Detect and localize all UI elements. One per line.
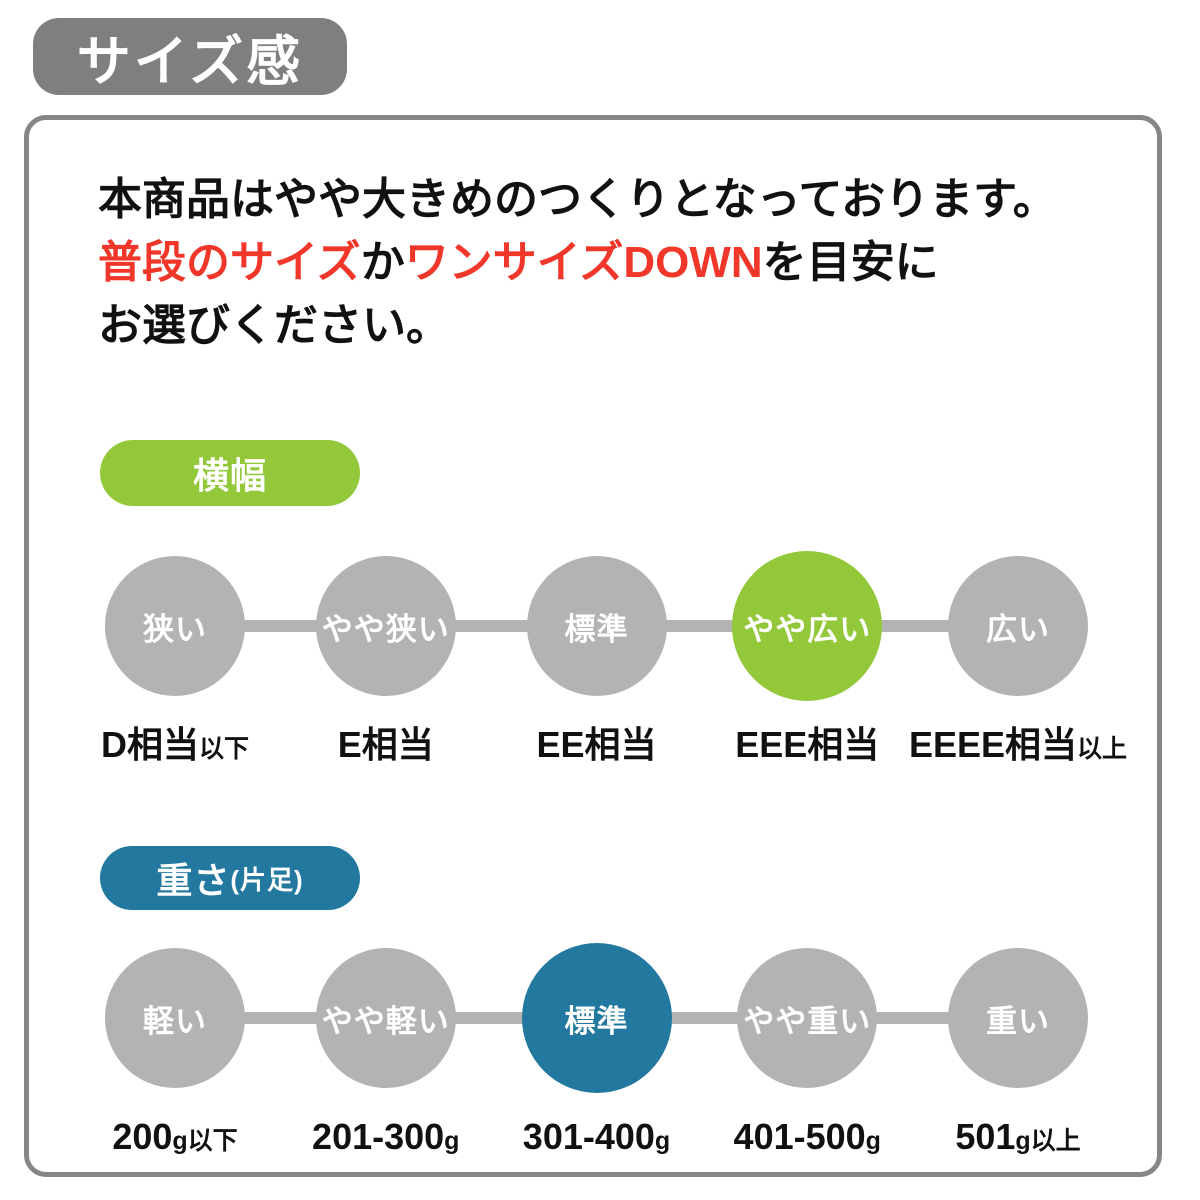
weight-scale-node-slightly-heavy: やや重い 401-500 g [732, 943, 882, 1163]
width-label-standard: EE相当 [536, 723, 656, 767]
description-guide-text: を目安に [762, 238, 939, 287]
width-circle-wide: 広い [948, 556, 1088, 696]
label-main: D相当 [100, 724, 199, 765]
weight-circle-heavy: 重い [948, 948, 1088, 1088]
label-main: EEEE相当 [908, 724, 1078, 765]
label-suffix: 以上 [1077, 735, 1128, 763]
label-main: E相当 [337, 724, 434, 765]
circle-wrap: 標準 [521, 943, 672, 1093]
width-circle-narrow: 狭い [105, 556, 245, 696]
weight-scale-node-light: 軽い 200 g以下 [100, 943, 250, 1163]
label-suffix: g [865, 1127, 881, 1155]
label-main: 501 [955, 1116, 1016, 1157]
width-scale-node-narrow: 狭い D相当 以下 [100, 551, 250, 771]
width-label-wide: EEEE相当 以上 [909, 723, 1127, 771]
label-suffix: g [444, 1127, 460, 1155]
size-guide-description: 本商品はやや大きめのつくりとなっております。 普段のサイズかワンサイズDOWNを… [98, 168, 1057, 357]
circle-wrap: 標準 [526, 551, 667, 701]
width-scale-circles: 狭い D相当 以下 やや狭い E相当 標準 EE相当 やや広い EE [100, 551, 1127, 771]
width-circle-standard: 標準 [526, 556, 667, 696]
size-guide-panel: 本商品はやや大きめのつくりとなっております。 普段のサイズかワンサイズDOWNを… [24, 115, 1162, 1177]
circle-wrap: やや重い [737, 943, 878, 1093]
weight-scale-circles: 軽い 200 g以下 やや軽い 201-300 g 標準 301-400 g やや重い [100, 943, 1093, 1163]
weight-label-heavy: 501 g以上 [955, 1115, 1080, 1163]
description-line-3: お選びください。 [98, 301, 450, 350]
label-main: EE相当 [536, 724, 657, 765]
size-feel-title-badge: サイズ感 [33, 18, 347, 95]
weight-section-badge: 重さ (片足) [100, 846, 360, 910]
description-emphasis-usual-size: 普段のサイズ [98, 238, 361, 287]
label-suffix: g [654, 1127, 671, 1155]
weight-section-badge-label: 重さ [156, 860, 231, 901]
circle-wrap: やや広い [732, 551, 883, 701]
width-scale-node-wide: 広い EEEE相当 以上 [909, 551, 1127, 771]
weight-label-slightly-light: 201-300 g [312, 1115, 459, 1163]
weight-circle-slightly-heavy: やや重い [737, 948, 878, 1088]
weight-label-light: 200 g以下 [112, 1115, 237, 1163]
width-label-slightly-wide: EEE相当 [735, 723, 879, 767]
width-scale-node-standard: 標準 EE相当 [522, 551, 672, 771]
width-scale: 狭い D相当 以下 やや狭い E相当 標準 EE相当 やや広い EE [100, 551, 1127, 771]
weight-scale-node-slightly-light: やや軽い 201-300 g [311, 943, 461, 1163]
circle-wrap: 軽い [105, 943, 245, 1093]
circle-wrap: 広い [948, 551, 1088, 701]
weight-scale-node-heavy: 重い 501 g以上 [943, 943, 1093, 1163]
circle-wrap: 重い [948, 943, 1088, 1093]
circle-wrap: やや狭い [315, 551, 456, 701]
description-connector-text: か [360, 238, 405, 287]
width-label-narrow: D相当 以下 [101, 723, 249, 771]
label-suffix: g以上 [1015, 1127, 1081, 1155]
label-main: 201-300 [312, 1116, 445, 1157]
width-scale-node-slightly-wide: やや広い EEE相当 [732, 551, 883, 771]
weight-circle-slightly-light: やや軽い [315, 948, 456, 1088]
weight-label-slightly-heavy: 401-500 g [734, 1115, 881, 1163]
weight-scale-node-standard: 標準 301-400 g [521, 943, 672, 1163]
circle-wrap: やや軽い [315, 943, 456, 1093]
description-line-1: 本商品はやや大きめのつくりとなっております。 [98, 175, 1057, 224]
width-scale-node-slightly-narrow: やや狭い E相当 [311, 551, 461, 771]
label-main: EEE相当 [735, 724, 880, 765]
label-suffix: g以下 [172, 1127, 238, 1155]
width-section-badge-label: 横幅 [192, 455, 267, 496]
width-label-slightly-narrow: E相当 [338, 723, 434, 767]
label-main: 200 [112, 1116, 173, 1157]
weight-scale: 軽い 200 g以下 やや軽い 201-300 g 標準 301-400 g やや重い [100, 943, 1093, 1163]
weight-circle-standard-selected: 標準 [521, 943, 672, 1093]
description-emphasis-one-size-down: ワンサイズDOWN [404, 238, 763, 287]
width-circle-slightly-wide-selected: やや広い [732, 551, 883, 701]
weight-section-badge-sublabel: (片足) [230, 864, 304, 895]
weight-label-standard: 301-400 g [523, 1115, 670, 1163]
circle-wrap: 狭い [105, 551, 245, 701]
size-feel-title-text: サイズ感 [76, 32, 304, 92]
width-section-badge: 横幅 [100, 440, 360, 506]
label-main: 301-400 [522, 1116, 655, 1157]
label-suffix: 以下 [198, 735, 249, 763]
description-line-2: 普段のサイズかワンサイズDOWNを目安に [98, 231, 1057, 294]
label-main: 401-500 [733, 1116, 866, 1157]
width-circle-slightly-narrow: やや狭い [315, 556, 456, 696]
weight-circle-light: 軽い [105, 948, 245, 1088]
